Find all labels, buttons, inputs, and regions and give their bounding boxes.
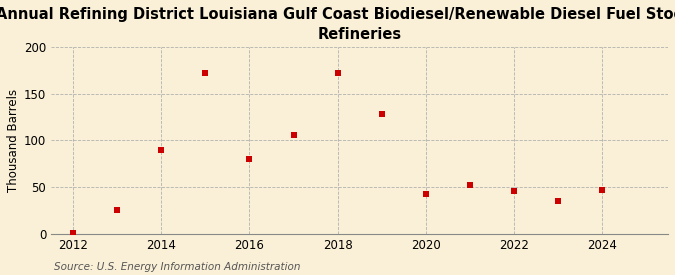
Point	[288, 133, 299, 137]
Point	[200, 71, 211, 75]
Point	[112, 208, 123, 213]
Point	[68, 230, 79, 235]
Point	[597, 188, 608, 192]
Point	[421, 191, 431, 196]
Point	[553, 199, 564, 203]
Point	[464, 183, 475, 187]
Y-axis label: Thousand Barrels: Thousand Barrels	[7, 89, 20, 192]
Point	[376, 112, 387, 116]
Point	[156, 147, 167, 152]
Text: Source: U.S. Energy Information Administration: Source: U.S. Energy Information Administ…	[54, 262, 300, 272]
Point	[332, 71, 343, 75]
Point	[508, 189, 519, 193]
Title: Annual Refining District Louisiana Gulf Coast Biodiesel/Renewable Diesel Fuel St: Annual Refining District Louisiana Gulf …	[0, 7, 675, 42]
Point	[244, 157, 255, 161]
